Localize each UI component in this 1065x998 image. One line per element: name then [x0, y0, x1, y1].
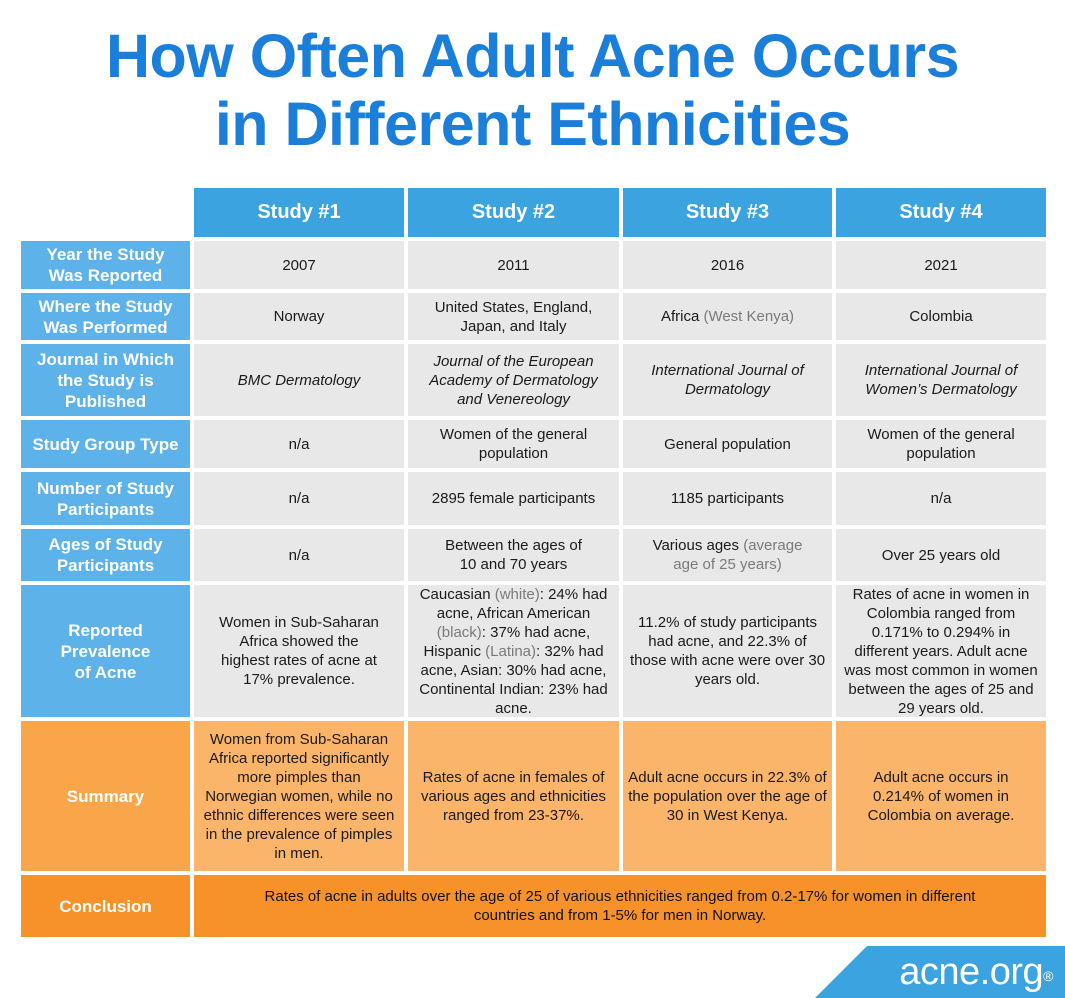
cell-journal-study-4: International Journal of Women’s Dermato…	[836, 344, 1046, 416]
cell-journal-study-3: International Journal of Dermatology	[623, 344, 832, 416]
row-label-group: Study Group Type	[21, 420, 190, 468]
brand-logo: acne.org®	[899, 952, 1053, 992]
column-header-study-3: Study #3	[623, 188, 832, 237]
cell-number-study-3: 1185 participants	[623, 472, 832, 525]
row-label-journal: Journal in Which the Study is Published	[21, 344, 190, 416]
cell-summary-study-4: Adult acne occurs in 0.214% of women in …	[836, 721, 1046, 871]
registered-mark-icon: ®	[1043, 968, 1053, 984]
title-line-1: How Often Adult Acne Occurs	[105, 22, 960, 90]
prevalence-s2-note-2: (black)	[436, 623, 482, 641]
row-label-where: Where the Study Was Performed	[21, 293, 190, 340]
row-label-year: Year the Study Was Reported	[21, 241, 190, 289]
row-label-prevalence: Reported Prevalence of Acne	[21, 585, 190, 717]
cell-number-study-4: n/a	[836, 472, 1046, 525]
prevalence-s2-part-1: Caucasian	[419, 585, 495, 603]
cell-group-study-4: Women of the general population	[836, 420, 1046, 468]
prevalence-s2-part-2: : 24% had acne, African American	[436, 585, 608, 622]
prevalence-s2-note-3: (Latina)	[485, 642, 536, 660]
row-label-number: Number of Study Participants	[21, 472, 190, 525]
cell-year-study-2: 2011	[408, 241, 619, 289]
cell-ages-study-1: n/a	[194, 529, 404, 581]
ages-study-3-note: (average age of 25 years)	[673, 537, 803, 573]
cell-group-study-2: Women of the general population	[408, 420, 619, 468]
column-header-study-1: Study #1	[194, 188, 404, 237]
cell-prevalence-study-1: Women in Sub-Saharan Africa showed the h…	[194, 585, 404, 717]
cell-summary-study-3: Adult acne occurs in 22.3% of the popula…	[623, 721, 832, 871]
cell-ages-study-4: Over 25 years old	[836, 529, 1046, 581]
cell-ages-study-2: Between the ages of 10 and 70 years	[408, 529, 619, 581]
title-line-2: in Different Ethnicities	[214, 90, 851, 158]
cell-year-study-4: 2021	[836, 241, 1046, 289]
cell-journal-study-1: BMC Dermatology	[194, 344, 404, 416]
where-study-3-country: Africa	[660, 308, 700, 325]
cell-journal-study-2: Journal of the European Academy of Derma…	[408, 344, 619, 416]
ages-study-3-main: Various ages	[652, 537, 740, 554]
cell-group-study-1: n/a	[194, 420, 404, 468]
prevalence-s2-part-4: : 32% had acne, Asian: 30% had acne, Con…	[419, 642, 608, 717]
cell-conclusion: Rates of acne in adults over the age of …	[194, 875, 1046, 937]
brand-logo-text: acne.org	[899, 951, 1044, 993]
cell-year-study-3: 2016	[623, 241, 832, 289]
column-header-study-4: Study #4	[836, 188, 1046, 237]
cell-ages-study-3: Various ages (average age of 25 years)	[623, 529, 832, 581]
cell-year-study-1: 2007	[194, 241, 404, 289]
cell-prevalence-study-2: Caucasian (white): 24% had acne, African…	[408, 585, 619, 717]
cell-where-study-2: United States, England, Japan, and Italy	[408, 293, 619, 340]
cell-number-study-1: n/a	[194, 472, 404, 525]
cell-where-study-3: Africa (West Kenya)	[623, 293, 832, 340]
row-label-summary: Summary	[21, 721, 190, 871]
row-label-ages: Ages of Study Participants	[21, 529, 190, 581]
cell-group-study-3: General population	[623, 420, 832, 468]
cell-number-study-2: 2895 female participants	[408, 472, 619, 525]
cell-where-study-1: Norway	[194, 293, 404, 340]
prevalence-s2-note-1: (white)	[494, 585, 540, 603]
cell-summary-study-1: Women from Sub-Saharan Africa reported s…	[194, 721, 404, 871]
cell-where-study-4: Colombia	[836, 293, 1046, 340]
row-label-conclusion: Conclusion	[21, 875, 190, 937]
page-title: How Often Adult Acne Occurs in Different…	[0, 22, 1065, 158]
cell-summary-study-2: Rates of acne in females of various ages…	[408, 721, 619, 871]
cell-prevalence-study-3: 11.2% of study participants had acne, an…	[623, 585, 832, 717]
prevalence-s2-part-3: : 37% had acne, Hispanic	[423, 623, 591, 660]
cell-prevalence-study-4: Rates of acne in women in Colombia range…	[836, 585, 1046, 717]
column-header-study-2: Study #2	[408, 188, 619, 237]
where-study-3-region: (West Kenya)	[703, 308, 795, 325]
